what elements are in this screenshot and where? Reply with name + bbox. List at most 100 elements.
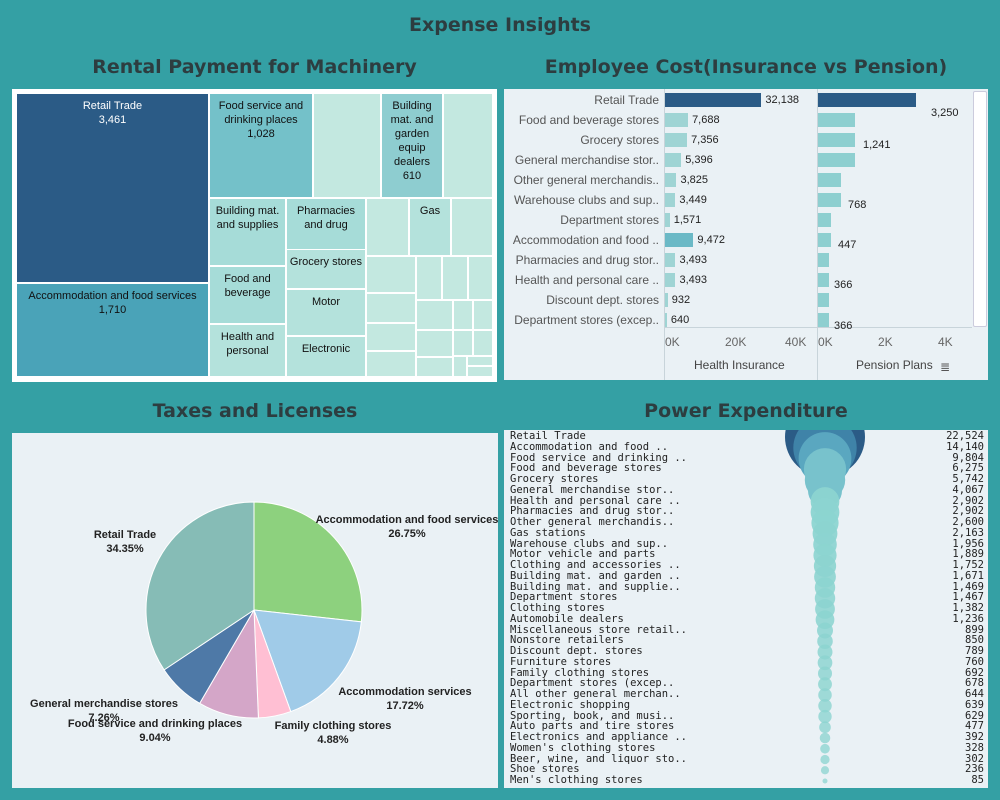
power-category-label: Accommodation and food ..: [510, 440, 669, 453]
power-value-label: 236: [965, 763, 984, 776]
pension-plans-bar[interactable]: [818, 193, 842, 207]
power-bubble[interactable]: [817, 655, 833, 671]
treemap-cell[interactable]: Accommodation and food services 1,710: [16, 283, 209, 377]
power-bubble[interactable]: [819, 721, 831, 734]
power-bubble[interactable]: [820, 766, 830, 775]
health-insurance-bar[interactable]: [665, 133, 688, 147]
treemap-cell-unlabeled[interactable]: [366, 351, 416, 377]
power-value-label: 1,236: [952, 612, 984, 625]
power-value-label: 6,275: [952, 462, 984, 475]
power-value-label: 760: [965, 655, 984, 668]
health-insurance-bar[interactable]: [665, 253, 676, 267]
power-bubble[interactable]: [819, 732, 831, 744]
power-bubble[interactable]: [818, 688, 832, 702]
power-value-label: 1,889: [952, 548, 984, 561]
power-value-label: 22,524: [946, 430, 984, 442]
power-bubble[interactable]: [822, 778, 828, 784]
pie-slice-percent: 9.04%: [139, 732, 171, 744]
pie-slice-percent: 17.72%: [386, 700, 424, 712]
treemap-cell-unlabeled[interactable]: [451, 198, 493, 256]
power-value-label: 789: [965, 645, 984, 657]
pension-plans-bar[interactable]: [818, 293, 829, 307]
treemap-cell-unlabeled[interactable]: [366, 198, 409, 256]
pie-slice[interactable]: [145, 501, 255, 671]
pension-plans-bar[interactable]: [818, 153, 856, 167]
treemap-cell[interactable]: Food service and drinking places 1,028: [209, 93, 313, 198]
pension-plans-bar[interactable]: [818, 273, 829, 287]
pie-title: Taxes and Licenses: [152, 400, 358, 422]
treemap-cell-unlabeled[interactable]: [313, 93, 381, 198]
treemap-cell-unlabeled[interactable]: [443, 93, 493, 198]
pension-plans-bar[interactable]: [818, 113, 856, 127]
health-insurance-bar[interactable]: [665, 113, 689, 127]
treemap-cell-unlabeled[interactable]: [416, 256, 442, 300]
pie-slice[interactable]: [253, 501, 363, 623]
treemap-cell[interactable]: Food and beverage: [209, 266, 286, 324]
treemap-cell[interactable]: Retail Trade 3,461: [16, 93, 209, 283]
health-insurance-bar[interactable]: [665, 313, 667, 327]
treemap-cell-unlabeled[interactable]: [453, 356, 467, 377]
treemap-cell-unlabeled[interactable]: [473, 330, 493, 356]
treemap-cell-unlabeled[interactable]: [416, 357, 453, 377]
treemap-cell-unlabeled[interactable]: [473, 300, 493, 330]
treemap-cell[interactable]: Health and personal: [209, 324, 286, 377]
pension-plans-bar[interactable]: [818, 173, 842, 187]
health-insurance-bar[interactable]: [665, 93, 762, 107]
power-bubble[interactable]: [820, 754, 830, 765]
treemap-cell-unlabeled[interactable]: [442, 256, 468, 300]
power-bubble[interactable]: [818, 699, 832, 713]
health-insurance-bar[interactable]: [665, 233, 694, 247]
health-insurance-bar[interactable]: [665, 293, 668, 307]
pie-slice-label: General merchandise stores 7.26%: [30, 697, 178, 725]
treemap-cell[interactable]: Grocery stores: [286, 249, 366, 289]
treemap-cell[interactable]: Building mat. and supplies: [209, 198, 286, 266]
health-insurance-bar[interactable]: [665, 193, 676, 207]
employee-cost-category-label: Other general merchandis..: [513, 173, 659, 187]
health-insurance-bar[interactable]: [665, 273, 676, 287]
power-bubble[interactable]: [820, 743, 830, 754]
treemap-cell-unlabeled[interactable]: [453, 300, 473, 330]
treemap-cell-unlabeled[interactable]: [366, 293, 416, 323]
treemap-cell[interactable]: Electronic: [286, 336, 366, 377]
health-insurance-bar[interactable]: [665, 153, 682, 167]
treemap-cell-unlabeled[interactable]: [366, 256, 416, 293]
pie-slice[interactable]: [253, 609, 362, 713]
treemap-cell-unlabeled[interactable]: [467, 366, 493, 377]
pension-plans-bar[interactable]: [818, 133, 856, 147]
power-bubble[interactable]: [818, 709, 832, 724]
treemap-cell-unlabeled[interactable]: [366, 323, 416, 351]
treemap-cell-label: Grocery stores: [287, 250, 365, 269]
treemap-cell[interactable]: Building mat. and garden equip dealers 61…: [381, 93, 443, 198]
health-insurance-bar[interactable]: [665, 173, 677, 187]
treemap-cell-unlabeled[interactable]: [453, 330, 473, 356]
pension-plans-value: 768: [848, 199, 867, 211]
treemap-cell-unlabeled[interactable]: [416, 300, 453, 330]
power-bubble[interactable]: [817, 633, 833, 650]
treemap-cell[interactable]: Gas: [409, 198, 451, 256]
pension-plans-bar[interactable]: [818, 253, 829, 267]
treemap-cell[interactable]: Motor: [286, 289, 366, 336]
power-bubble[interactable]: [817, 622, 833, 639]
power-bubble[interactable]: [818, 677, 832, 692]
scrollbar-thumb[interactable]: [973, 91, 987, 327]
power-category-label: Department stores: [510, 591, 618, 604]
pie-slice-name: Accommodation and food services: [315, 514, 498, 526]
employee-cost-category-label: Warehouse clubs and sup..: [514, 193, 659, 207]
sort-icon[interactable]: ≣: [940, 360, 951, 374]
treemap-cell-unlabeled[interactable]: [468, 256, 493, 300]
treemap-cell-unlabeled[interactable]: [467, 356, 493, 366]
power-bubble[interactable]: [817, 666, 833, 681]
treemap-cell-label: Food service and drinking places 1,028: [210, 94, 312, 141]
pension-plans-bar[interactable]: [818, 233, 832, 247]
treemap-cell-category: Motor: [311, 296, 341, 308]
pension-plans-bar[interactable]: [818, 213, 832, 227]
health-insurance-value: 1,571: [673, 214, 702, 226]
pie-slice-label: Food service and drinking places 9.04%: [68, 717, 242, 745]
power-category-label: Family clothing stores: [510, 666, 650, 679]
treemap-cell-unlabeled[interactable]: [416, 330, 453, 357]
power-bubble[interactable]: [817, 644, 833, 660]
health-insurance-bar[interactable]: [665, 213, 670, 227]
pension-plans-bar[interactable]: [818, 313, 829, 327]
treemap-title: Rental Payment for Machinery: [92, 56, 417, 78]
pension-plans-bar[interactable]: [818, 93, 916, 107]
